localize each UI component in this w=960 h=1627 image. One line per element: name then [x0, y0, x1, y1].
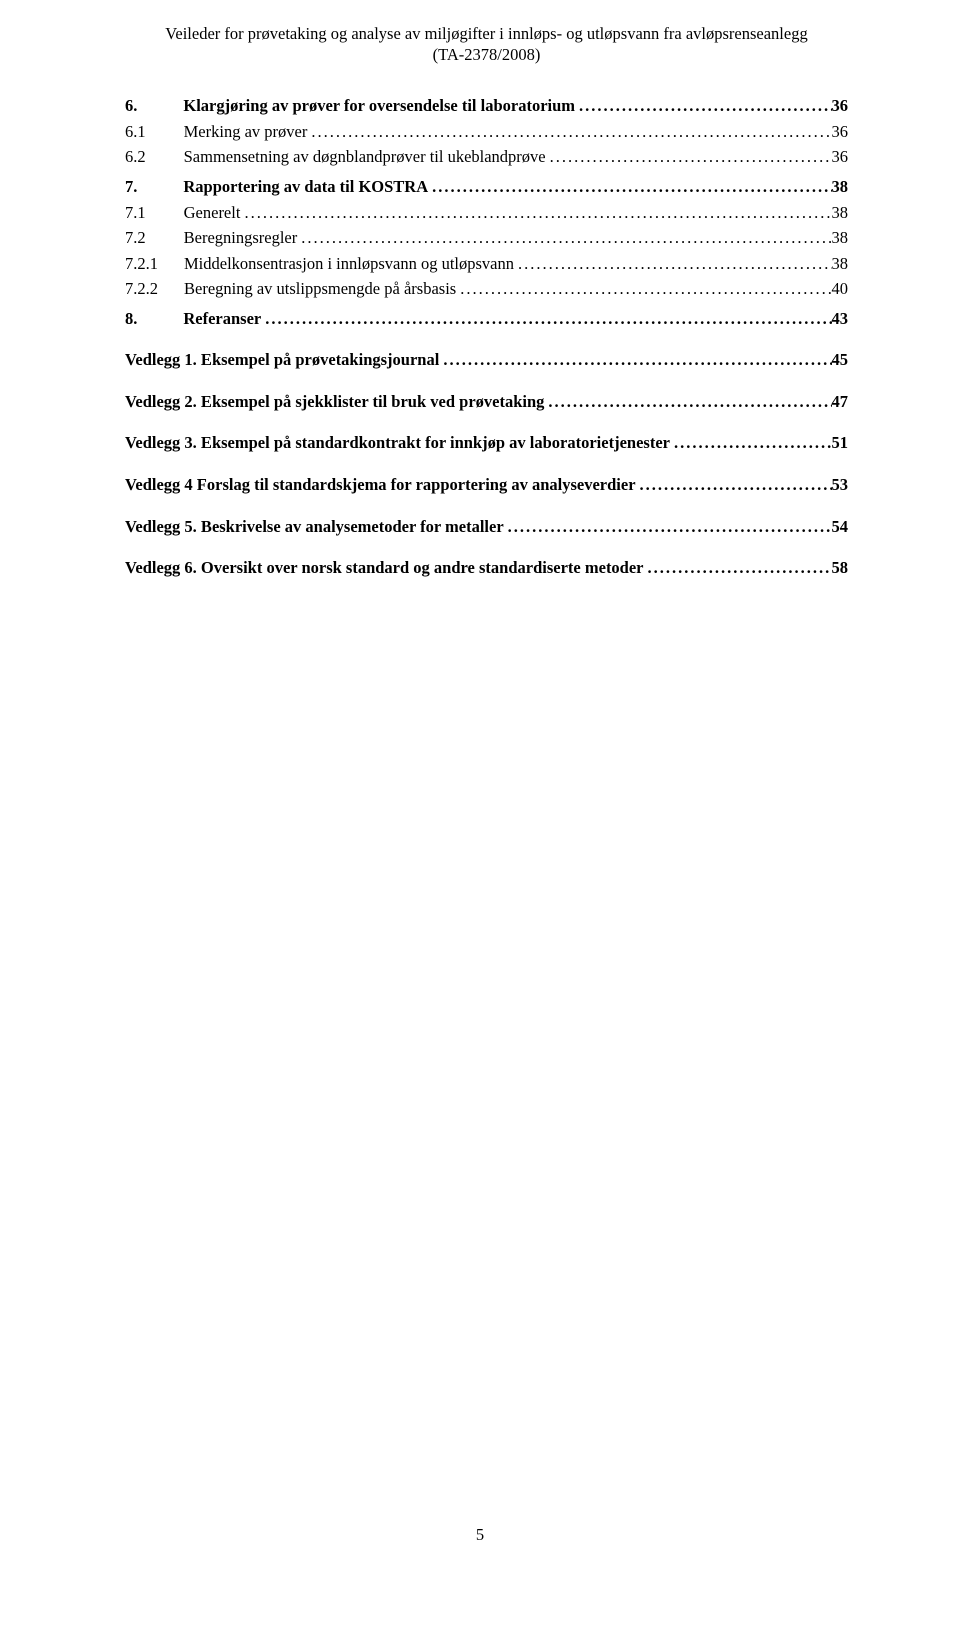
toc-title: Vedlegg 4 Forslag til standardskjema for… [125, 472, 636, 498]
toc-page: 36 [832, 144, 849, 170]
toc-leader: ........................................… [240, 200, 831, 226]
toc-leader: ........................................… [504, 514, 832, 540]
toc-number: 6. [125, 93, 137, 119]
toc-number: 6.1 [125, 119, 146, 145]
page-number: 5 [476, 1525, 484, 1544]
toc-leader: ........................................… [297, 225, 831, 251]
toc-leader: ........................................… [307, 119, 831, 145]
toc-row: 7.1 Generelt.............................… [125, 200, 848, 226]
toc-spacer [125, 539, 848, 555]
toc-row: 6.1 Merking av prøver....................… [125, 119, 848, 145]
toc-spacer [125, 414, 848, 430]
toc-page: 43 [832, 306, 849, 332]
page-header: Veileder for prøvetaking og analyse av m… [125, 24, 848, 65]
toc-title: Sammensetning av døgnblandprøver til uke… [184, 144, 546, 170]
toc-row: 6. Klargjøring av prøver for oversendelse… [125, 93, 848, 119]
header-line-1: Veileder for prøvetaking og analyse av m… [125, 24, 848, 45]
toc-number: 8. [125, 306, 137, 332]
toc-title: Vedlegg 2. Eksempel på sjekklister til b… [125, 389, 544, 415]
toc-row: 7.2 Beregningsregler.....................… [125, 225, 848, 251]
toc-spacer [125, 498, 848, 514]
toc-page: 40 [832, 276, 849, 302]
toc-page: 36 [832, 119, 849, 145]
toc-number: 7. [125, 174, 137, 200]
page-footer: 5 [0, 1525, 960, 1545]
toc-row: Vedlegg 6. Oversikt over norsk standard … [125, 555, 848, 581]
toc-number: 6.2 [125, 144, 146, 170]
toc-title: Vedlegg 6. Oversikt over norsk standard … [125, 555, 644, 581]
toc-leader: ........................................… [439, 347, 831, 373]
toc-page: 36 [832, 93, 849, 119]
toc-leader: ........................................… [575, 93, 831, 119]
toc-leader: ........................................… [514, 251, 832, 277]
toc-title: Merking av prøver [184, 119, 308, 145]
toc-leader: ........................................… [544, 389, 831, 415]
toc-title: Vedlegg 1. Eksempel på prøvetakingsjourn… [125, 347, 439, 373]
toc-number: 7.2.2 [125, 276, 158, 302]
toc-row: Vedlegg 2. Eksempel på sjekklister til b… [125, 389, 848, 415]
toc-row: 7.2.1 Middelkonsentrasjon i innløpsvann o… [125, 251, 848, 277]
toc-page: 47 [832, 389, 849, 415]
toc-page: 38 [832, 200, 849, 226]
toc-row: Vedlegg 3. Eksempel på standardkontrakt … [125, 430, 848, 456]
toc-page: 51 [832, 430, 849, 456]
toc-number: 7.2 [125, 225, 146, 251]
toc-title: Vedlegg 3. Eksempel på standardkontrakt … [125, 430, 670, 456]
toc-row: 6.2 Sammensetning av døgnblandprøver til … [125, 144, 848, 170]
toc-row: 7. Rapportering av data til KOSTRA.......… [125, 174, 848, 200]
toc-spacer [125, 331, 848, 347]
toc-page: 53 [832, 472, 849, 498]
toc-row: 7.2.2 Beregning av utslippsmengde på årsb… [125, 276, 848, 302]
toc-page: 38 [832, 225, 849, 251]
toc-row: Vedlegg 4 Forslag til standardskjema for… [125, 472, 848, 498]
toc-row: 8. Referanser............................… [125, 306, 848, 332]
toc-spacer [125, 373, 848, 389]
toc-page: 38 [832, 174, 849, 200]
toc-number: 7.1 [125, 200, 146, 226]
toc-leader: ........................................… [428, 174, 831, 200]
toc-leader: ........................................… [546, 144, 832, 170]
toc-title: Beregningsregler [184, 225, 298, 251]
toc-title: Beregning av utslippsmengde på årsbasis [184, 276, 456, 302]
table-of-contents: 6. Klargjøring av prøver for oversendelse… [125, 93, 848, 580]
toc-title: Rapportering av data til KOSTRA [183, 174, 428, 200]
toc-leader: ........................................… [670, 430, 832, 456]
toc-leader: ........................................… [636, 472, 832, 498]
toc-title: Middelkonsentrasjon i innløpsvann og utl… [184, 251, 514, 277]
toc-leader: ........................................… [261, 306, 831, 332]
toc-page: 45 [832, 347, 849, 373]
toc-row: Vedlegg 5. Beskrivelse av analysemetoder… [125, 514, 848, 540]
toc-number: 7.2.1 [125, 251, 158, 277]
toc-row: Vedlegg 1. Eksempel på prøvetakingsjourn… [125, 347, 848, 373]
page: Veileder for prøvetaking og analyse av m… [0, 0, 960, 1627]
toc-page: 38 [832, 251, 849, 277]
toc-leader: ........................................… [644, 555, 832, 581]
toc-title: Referanser [183, 306, 261, 332]
toc-page: 58 [832, 555, 849, 581]
header-line-2: (TA-2378/2008) [125, 45, 848, 66]
toc-leader: ........................................… [456, 276, 831, 302]
toc-title: Vedlegg 5. Beskrivelse av analysemetoder… [125, 514, 504, 540]
toc-page: 54 [832, 514, 849, 540]
toc-title: Generelt [184, 200, 241, 226]
toc-spacer [125, 456, 848, 472]
toc-title: Klargjøring av prøver for oversendelse t… [183, 93, 575, 119]
